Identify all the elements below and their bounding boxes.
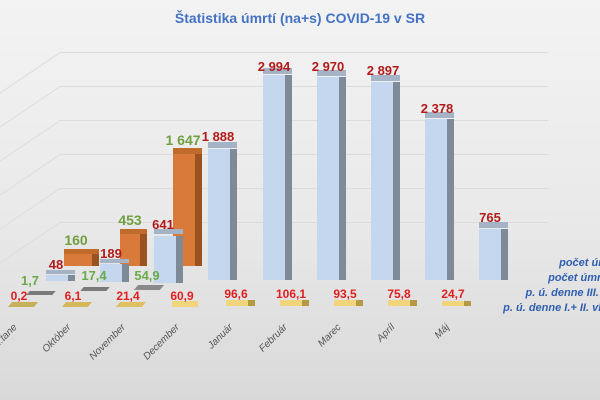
gridline — [60, 86, 548, 87]
gridline-depth — [0, 120, 61, 177]
gridline-depth — [0, 86, 61, 143]
data-label: 160 — [64, 232, 88, 248]
gridline-depth — [0, 52, 61, 109]
bar-blue-8 — [479, 222, 509, 280]
data-label: 1 647 — [165, 132, 201, 148]
legend: počet úm počet úmrtí p. ú. denne III. v … — [503, 256, 600, 316]
data-label: 24,7 — [441, 287, 465, 301]
gridline-depth — [0, 188, 61, 245]
chart-title: Štatistika úmrtí (na+s) COVID-19 v SR — [174, 10, 426, 26]
data-label: 453 — [118, 212, 142, 228]
x-axis-label: Apríl — [375, 322, 398, 345]
gridline — [60, 52, 548, 53]
data-label: 2 994 — [257, 59, 291, 74]
bar-yellow-6 — [334, 298, 364, 306]
bar-blue-5 — [317, 70, 347, 280]
data-label: 765 — [479, 210, 501, 225]
data-label: 54,9 — [134, 268, 160, 283]
legend-item: p. ú. denne I.+ II. vln — [503, 302, 600, 314]
bar-blue-7 — [425, 112, 455, 280]
bar-blue-6 — [371, 75, 401, 280]
bar-blue-1 — [100, 259, 130, 282]
data-label: 93,5 — [333, 287, 357, 301]
data-label: 1,7 — [20, 273, 40, 288]
data-label: 17,4 — [81, 268, 107, 283]
gridline-depth — [0, 154, 61, 211]
x-axis-label: Máj — [432, 322, 452, 342]
data-label: 189 — [100, 246, 122, 261]
x-axis-label: Február — [257, 322, 290, 355]
data-label: 2 970 — [311, 59, 345, 74]
data-label: 1 888 — [201, 129, 235, 144]
bar-blue-3 — [208, 142, 238, 280]
x-axis-label: November — [87, 322, 128, 363]
legend-item: počet úmrtí — [548, 272, 600, 284]
bar-yellow-3 — [172, 300, 202, 307]
data-label: 0,2 — [10, 289, 28, 303]
bar-blue-4 — [263, 68, 293, 280]
data-label: 2 897 — [366, 63, 400, 78]
gridline — [60, 120, 548, 121]
x-axis-label: Január — [206, 322, 236, 352]
bar-blue-2 — [154, 229, 184, 283]
legend-item: počet úm — [559, 257, 600, 269]
bar-yellow-8 — [442, 300, 472, 306]
bar-blue-0 — [46, 270, 76, 281]
gridline — [60, 222, 548, 223]
bar-orange-1 — [120, 229, 156, 266]
bar-yellow-7 — [388, 298, 418, 306]
data-label: 21,4 — [116, 289, 140, 303]
data-label: 6,1 — [64, 289, 82, 303]
bar-yellow-4 — [226, 298, 256, 306]
data-label: 106,1 — [275, 287, 307, 301]
data-label: 2 378 — [420, 101, 454, 116]
data-label: 60,9 — [170, 289, 194, 303]
gridline — [60, 188, 548, 189]
bar-gray-1 — [80, 286, 112, 291]
bar-orange-0 — [64, 249, 100, 266]
data-label: 48 — [48, 257, 64, 272]
bar-gray-0 — [26, 290, 58, 295]
x-axis-label: Október — [40, 322, 74, 355]
data-label: 75,8 — [387, 287, 411, 301]
bar-gray-2 — [133, 284, 166, 290]
data-label: 96,6 — [224, 287, 248, 301]
bar-yellow-5 — [280, 297, 310, 306]
x-axis-label: ...tane — [0, 322, 20, 350]
gridline — [60, 154, 548, 155]
data-label: 641 — [152, 217, 174, 232]
legend-item: p. ú. denne III. v — [525, 287, 600, 299]
x-axis-label: December — [141, 322, 182, 363]
x-axis-label: Marec — [316, 322, 344, 350]
